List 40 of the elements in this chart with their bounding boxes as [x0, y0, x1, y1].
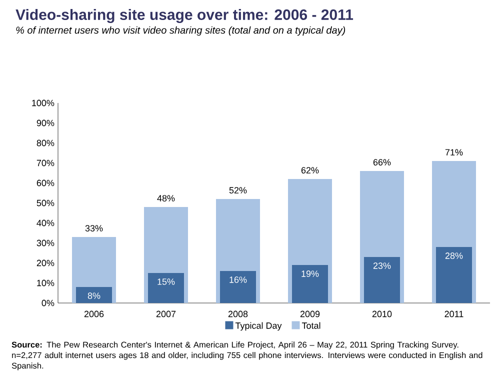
y-tick-label: 10%: [37, 280, 54, 286]
chart-title: Video-sharing site usage over time: 2006 - 2011: [16, 8, 354, 24]
bar: [436, 247, 472, 303]
text: Source: The Pew Research Center's Internet & American Life Project, April 26 – May 22, 2011 Spring Tracking Survey. n=2,277 adult internet users ages 18 and older, including 755 cell phone interviews. Interviews were conducted in English and Spanish.: [12, 342, 482, 370]
data-label: 66%: [373, 159, 391, 166]
y-tick-label: 80%: [36, 140, 54, 146]
y-tick-label: 100%: [32, 100, 54, 106]
data-label: 28%: [445, 252, 463, 259]
data-label: 23%: [373, 262, 391, 269]
x-tick-label: 2008: [228, 310, 248, 318]
bar: [220, 271, 256, 303]
x-tick-label: 2007: [156, 310, 176, 318]
data-label: 8%: [88, 292, 100, 299]
y-tick-label: 40%: [36, 220, 54, 226]
chart-subtitle: % of internet users who visit video sharing sites (total and on a typical day): [16, 26, 346, 36]
y-tick-label: 50%: [36, 200, 54, 206]
bar: [364, 257, 400, 303]
y-tick-label: 60%: [36, 180, 54, 186]
legend-label: Total: [302, 322, 320, 329]
bar: [76, 287, 112, 303]
y-tick-label: 20%: [36, 260, 54, 266]
data-label: 33%: [85, 225, 103, 232]
y-tick-label: 90%: [36, 120, 54, 126]
data-label: 52%: [229, 187, 247, 194]
data-label: 71%: [445, 149, 463, 156]
data-label: 48%: [157, 195, 175, 202]
y-tick-label: 30%: [36, 240, 54, 246]
x-tick-label: 2011: [444, 310, 464, 318]
y-tick-label: 70%: [36, 160, 54, 166]
data-label: 19%: [302, 270, 319, 277]
bar: [292, 265, 328, 303]
y-tick-label: 0%: [42, 300, 54, 306]
data-label: 15%: [158, 278, 175, 285]
legend-label: Typical Day: [235, 322, 282, 331]
data-label: 16%: [230, 276, 247, 283]
x-tick-label: 2009: [300, 310, 320, 318]
x-tick-label: 2006: [84, 310, 104, 318]
data-label: 62%: [301, 167, 319, 174]
x-tick-label: 2010: [372, 310, 392, 318]
bar: [148, 273, 184, 303]
